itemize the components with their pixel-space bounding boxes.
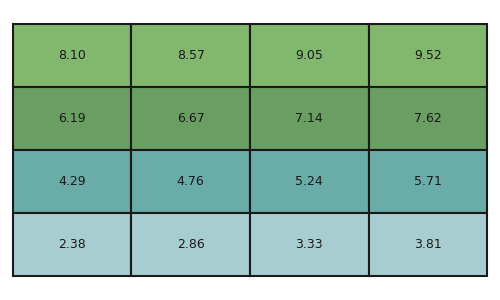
FancyBboxPatch shape <box>12 24 131 87</box>
Text: 2.38: 2.38 <box>58 238 86 251</box>
Text: 4.76: 4.76 <box>177 175 204 188</box>
Text: 5.24: 5.24 <box>296 175 323 188</box>
FancyBboxPatch shape <box>250 213 369 276</box>
FancyBboxPatch shape <box>131 150 250 213</box>
FancyBboxPatch shape <box>250 150 369 213</box>
FancyBboxPatch shape <box>368 150 488 213</box>
FancyBboxPatch shape <box>368 24 488 87</box>
Text: 2.86: 2.86 <box>177 238 204 251</box>
Text: 6.67: 6.67 <box>177 112 204 125</box>
Text: 7.62: 7.62 <box>414 112 442 125</box>
FancyBboxPatch shape <box>12 87 131 150</box>
Text: 7.14: 7.14 <box>296 112 323 125</box>
FancyBboxPatch shape <box>368 87 488 150</box>
Text: 9.52: 9.52 <box>414 49 442 62</box>
FancyBboxPatch shape <box>250 87 369 150</box>
Text: 4.29: 4.29 <box>58 175 86 188</box>
Text: 3.81: 3.81 <box>414 238 442 251</box>
FancyBboxPatch shape <box>12 150 131 213</box>
Text: 5.71: 5.71 <box>414 175 442 188</box>
FancyBboxPatch shape <box>368 213 488 276</box>
FancyBboxPatch shape <box>131 87 250 150</box>
Text: 3.33: 3.33 <box>296 238 323 251</box>
Text: 8.57: 8.57 <box>176 49 204 62</box>
FancyBboxPatch shape <box>131 24 250 87</box>
FancyBboxPatch shape <box>131 213 250 276</box>
Text: 8.10: 8.10 <box>58 49 86 62</box>
FancyBboxPatch shape <box>250 24 369 87</box>
FancyBboxPatch shape <box>12 213 131 276</box>
Text: 6.19: 6.19 <box>58 112 86 125</box>
Text: 9.05: 9.05 <box>296 49 324 62</box>
